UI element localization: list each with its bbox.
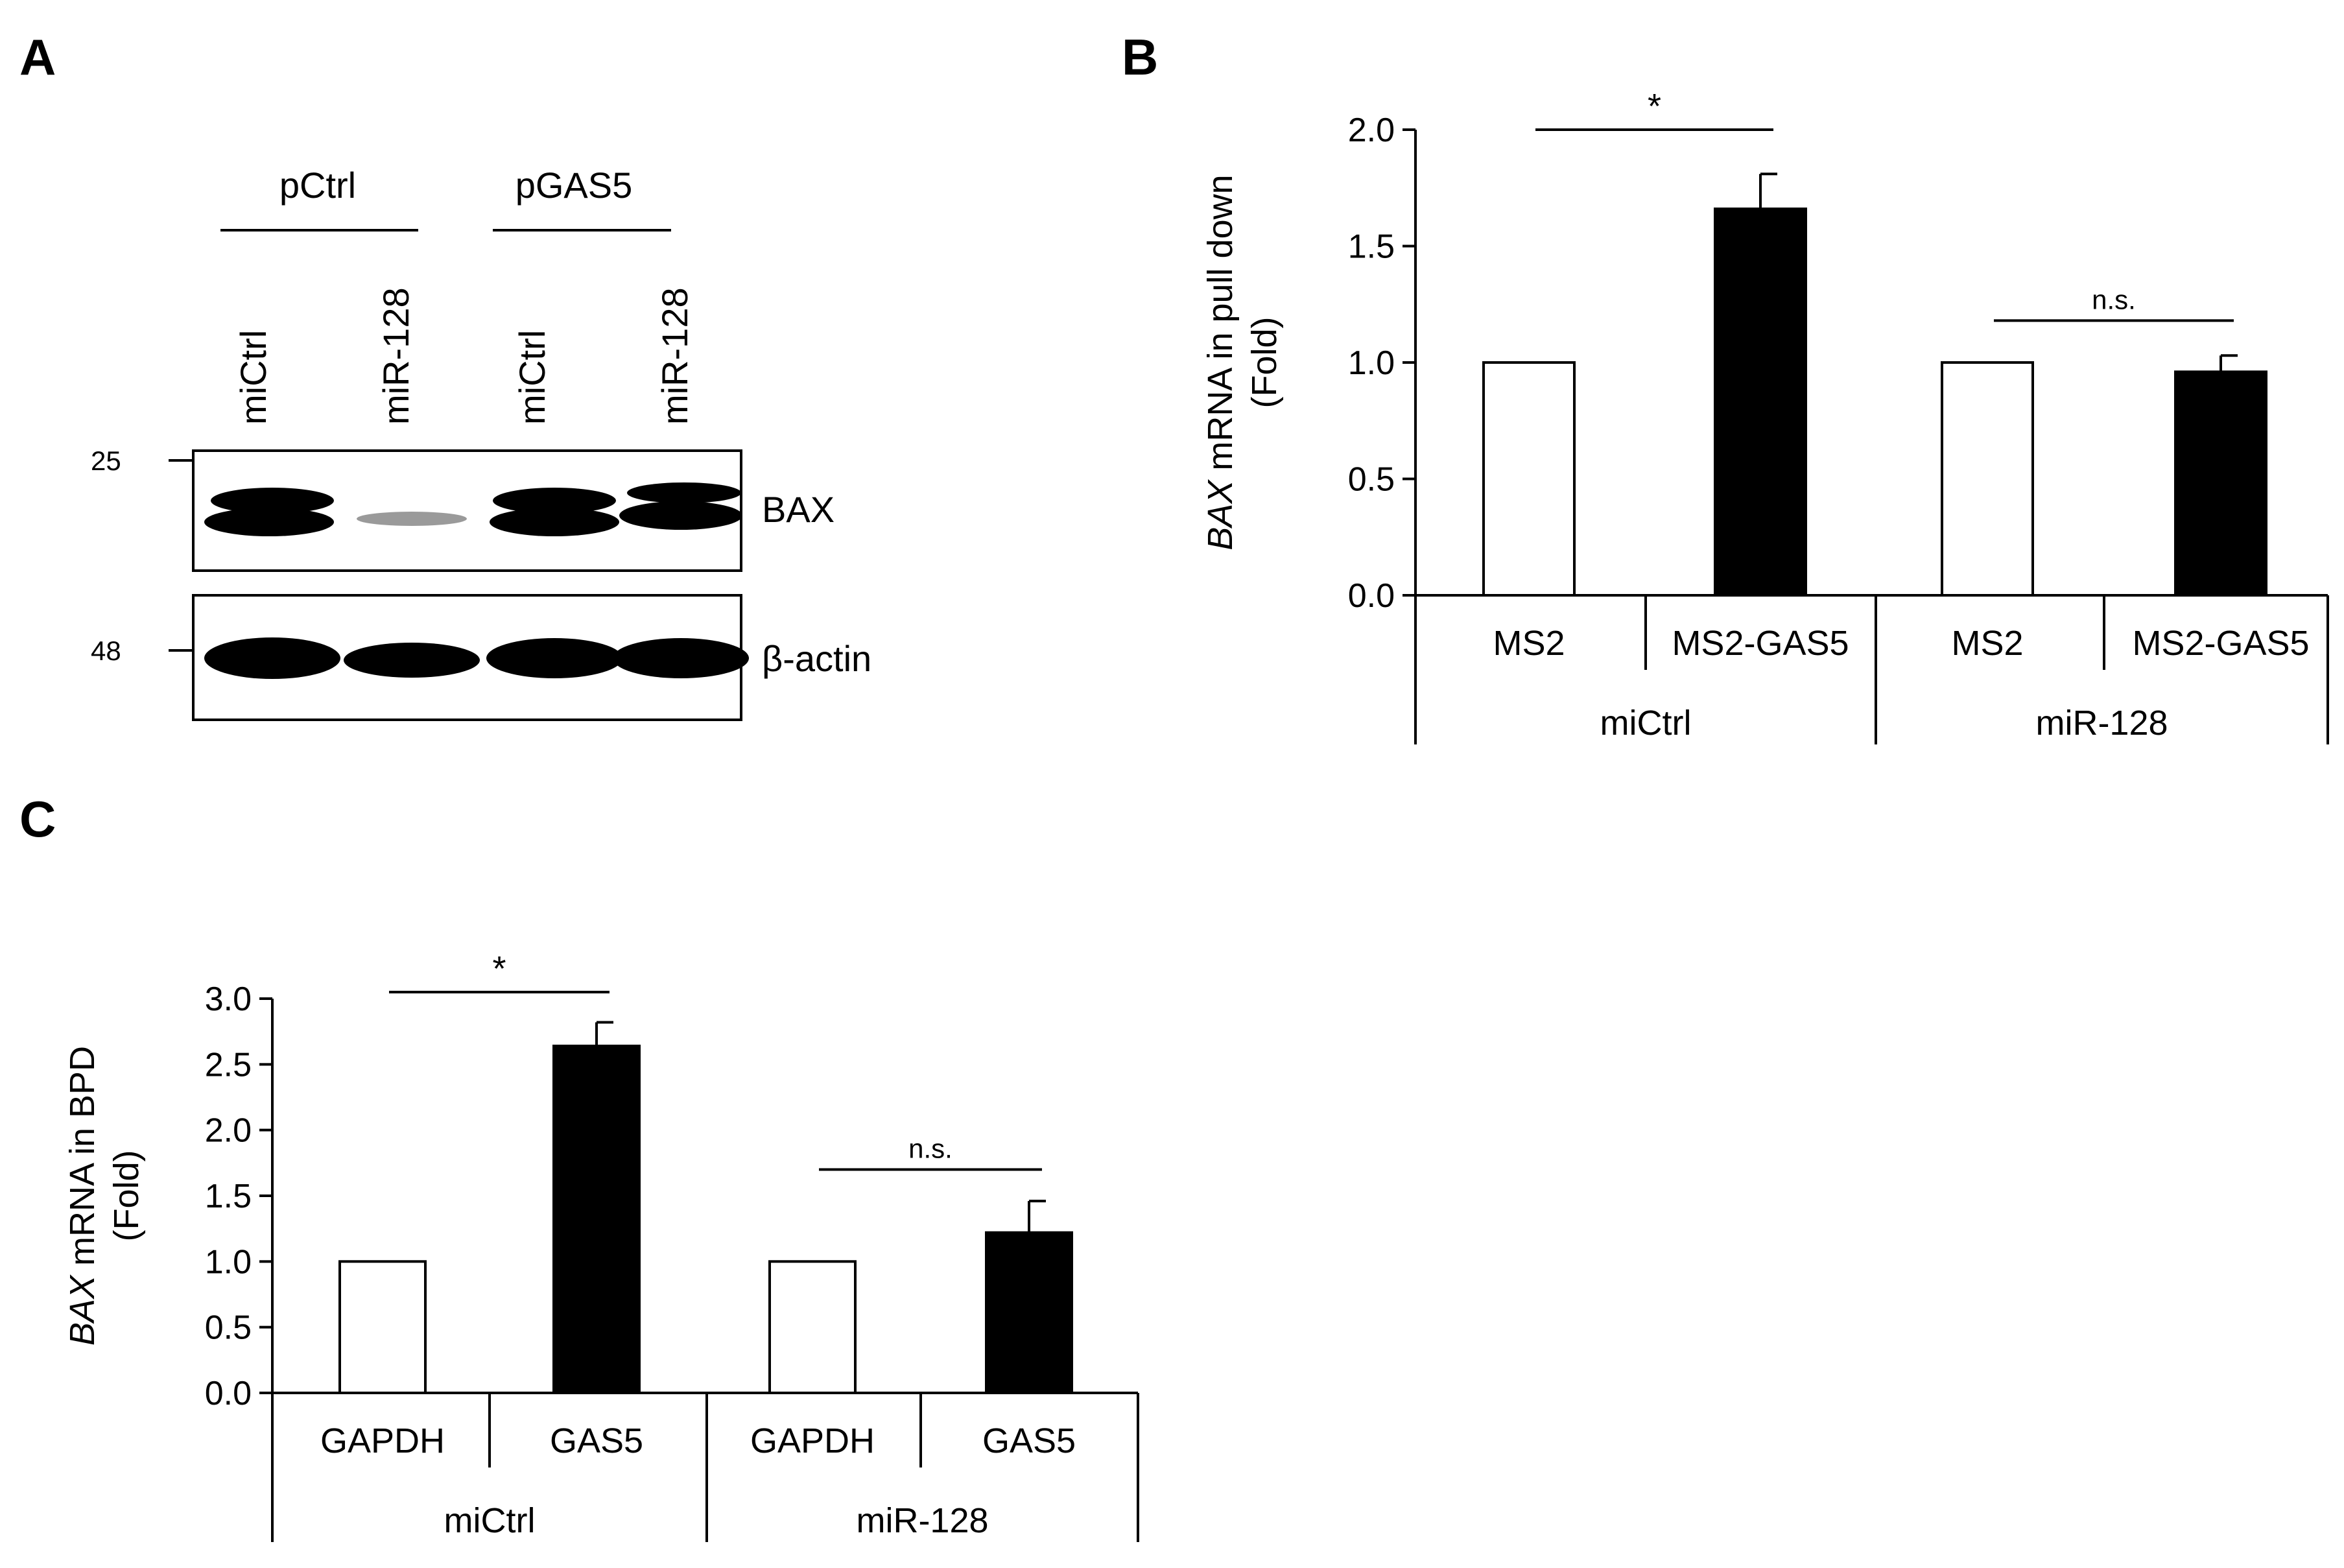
western-blot-panel: pCtrl pGAS5 miCtrl miR-128 miCtrl miR-12…	[91, 165, 871, 721]
lane-label-2: miR-128	[375, 287, 416, 425]
lane-label-3: miCtrl	[512, 330, 552, 425]
chart-c-y-axis-label: BAX mRNA in BPD	[63, 1046, 102, 1346]
lane-label-1: miCtrl	[233, 330, 274, 425]
chart-b-significance-label: *	[1648, 87, 1661, 126]
chart-c-category-label: GAPDH	[320, 1421, 445, 1460]
chart-b-bar	[1714, 208, 1807, 597]
chart-c-group-label: miR-128	[856, 1501, 988, 1540]
chart-b-y-tick-label: 1.0	[1348, 344, 1395, 382]
chart-b-category-label: MS2	[1493, 624, 1565, 663]
actin-band-lane2	[344, 643, 480, 678]
chart-c-category-label: GAS5	[550, 1421, 643, 1460]
chart-c-significance-label: n.s.	[908, 1133, 953, 1163]
group-label-pgas5: pGAS5	[515, 165, 633, 206]
chart-b-bar	[1941, 361, 2034, 597]
chart-c-bar	[768, 1260, 857, 1395]
chart-c-significance-label: *	[492, 949, 506, 988]
chart-c-category-label: GAS5	[982, 1421, 1076, 1460]
chart-b-y-tick-label: 0.5	[1348, 461, 1395, 499]
chart-b-category-label: MS2-GAS5	[2132, 624, 2309, 663]
band-label-bax: BAX	[762, 489, 835, 530]
bax-band-lane2	[357, 512, 467, 526]
chart-c-group-label: miCtrl	[444, 1501, 536, 1540]
actin-band-lane1	[204, 637, 340, 679]
bax-band-lane3-lower	[490, 508, 619, 536]
chart-c-y-tick-label: 0.0	[205, 1375, 252, 1412]
chart-c-y-tick-label: 1.0	[205, 1243, 252, 1281]
bax-band-lane1-upper	[211, 488, 334, 514]
panel-letter-b: B	[1122, 29, 1158, 86]
bax-bands	[204, 482, 742, 536]
panel-letter-a: A	[19, 29, 56, 86]
chart-b: 0.0 0.5 1.0 1.5 2.0 BAX mRNA in pull down (Fol…	[1201, 87, 2329, 744]
chart-b-significance-label: n.s.	[2092, 284, 2136, 315]
chart-b-y-axis-unit: (Fold)	[1245, 316, 1284, 408]
band-label-beta-actin: β-actin	[762, 638, 871, 679]
bax-band-lane4-upper	[627, 482, 741, 503]
actin-band-lane3	[486, 638, 622, 678]
chart-c: 0.0 0.5 1.0 1.5 2.0 2.5 3.0 BAX mRNA in BPD (Fol…	[63, 949, 1139, 1542]
lane-label-4: miR-128	[654, 287, 695, 425]
bax-band-lane4-lower	[619, 501, 742, 530]
marker-25: 25	[91, 445, 121, 476]
chart-b-bar	[2174, 370, 2267, 597]
actin-band-lane4	[613, 638, 749, 678]
chart-c-category-label: GAPDH	[750, 1421, 875, 1460]
chart-b-y-axis-label: BAX mRNA in pull down	[1201, 174, 1240, 550]
panel-letter-c: C	[19, 790, 56, 848]
chart-b-bar	[1482, 361, 1576, 597]
bax-band-lane1-lower	[204, 508, 334, 536]
chart-c-y-tick-label: 2.5	[205, 1046, 252, 1084]
chart-c-y-axis-unit: (Fold)	[107, 1150, 146, 1241]
marker-48: 48	[91, 636, 121, 666]
chart-b-y-tick-label: 0.0	[1348, 577, 1395, 615]
chart-c-bar	[338, 1260, 427, 1395]
chart-c-bar	[552, 1044, 641, 1394]
actin-bands	[204, 637, 749, 679]
chart-b-group-label: miR-128	[2035, 704, 2168, 742]
bax-band-lane3-upper	[493, 488, 616, 514]
chart-c-y-tick-label: 2.0	[205, 1112, 252, 1150]
chart-b-category-label: MS2-GAS5	[1672, 624, 1849, 663]
chart-c-y-tick-label: 0.5	[205, 1309, 252, 1347]
chart-b-category-label: MS2	[1951, 624, 2023, 663]
group-label-pctrl: pCtrl	[279, 165, 356, 206]
chart-b-group-label: miCtrl	[1600, 704, 1692, 742]
chart-c-y-tick-label: 1.5	[205, 1178, 252, 1215]
chart-c-bar	[985, 1231, 1073, 1395]
chart-b-y-tick-label: 1.5	[1348, 228, 1395, 266]
chart-b-y-tick-label: 2.0	[1348, 112, 1395, 149]
chart-c-y-tick-label: 3.0	[205, 980, 252, 1018]
